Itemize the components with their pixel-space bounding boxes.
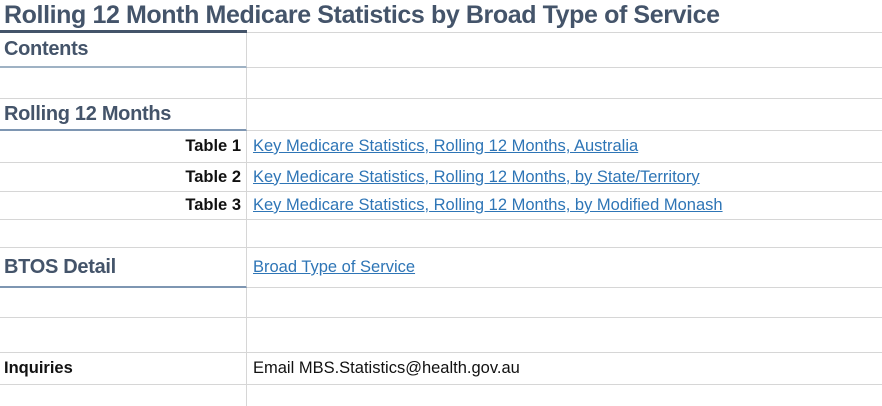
empty-cell — [247, 288, 882, 318]
table-2-link-cell: Key Medicare Statistics, Rolling 12 Mont… — [247, 163, 882, 192]
page-title: Rolling 12 Month Medicare Statistics by … — [4, 0, 720, 29]
empty-cell — [247, 68, 882, 99]
empty-cell — [247, 220, 882, 248]
empty-cell — [0, 288, 247, 318]
btos-detail-row: BTOS Detail Broad Type of Service — [0, 248, 882, 288]
empty-row — [0, 385, 882, 406]
table-row: Table 1 Key Medicare Statistics, Rolling… — [0, 131, 882, 163]
table-1-label-cell: Table 1 — [0, 131, 247, 163]
btos-detail-heading-cell: BTOS Detail — [0, 248, 247, 288]
inquiries-email-text: Email MBS.Statistics@health.gov.au — [253, 359, 520, 377]
contents-heading: Contents — [4, 38, 89, 60]
rolling-12-months-row: Rolling 12 Months — [0, 99, 882, 131]
rolling-12-months-heading-cell: Rolling 12 Months — [0, 99, 247, 131]
inquiries-label-cell: Inquiries — [0, 353, 247, 385]
empty-cell — [0, 220, 247, 248]
empty-cell — [247, 385, 882, 406]
table-row: Table 2 Key Medicare Statistics, Rolling… — [0, 163, 882, 192]
table-1-label: Table 1 — [185, 137, 241, 155]
title-row: Rolling 12 Month Medicare Statistics by … — [0, 0, 882, 33]
inquiries-row: Inquiries Email MBS.Statistics@health.go… — [0, 353, 882, 385]
inquiries-label: Inquiries — [4, 359, 73, 377]
inquiries-email-cell: Email MBS.Statistics@health.gov.au — [247, 353, 882, 385]
table-row: Table 3 Key Medicare Statistics, Rolling… — [0, 192, 882, 220]
table-2-label: Table 2 — [185, 167, 241, 186]
contents-row: Contents — [0, 33, 882, 68]
table-3-label: Table 3 — [185, 196, 241, 214]
rolling-12-months-heading: Rolling 12 Months — [4, 102, 172, 125]
table-3-link[interactable]: Key Medicare Statistics, Rolling 12 Mont… — [253, 196, 723, 214]
empty-row — [0, 318, 882, 353]
btos-detail-link[interactable]: Broad Type of Service — [253, 258, 416, 276]
empty-cell — [247, 318, 882, 353]
title-cell: Rolling 12 Month Medicare Statistics by … — [0, 0, 720, 33]
table-2-link[interactable]: Key Medicare Statistics, Rolling 12 Mont… — [253, 167, 700, 186]
btos-detail-heading: BTOS Detail — [4, 255, 116, 278]
btos-detail-link-cell: Broad Type of Service — [247, 248, 882, 288]
empty-cell — [0, 385, 247, 406]
empty-cell — [0, 68, 247, 99]
empty-row — [0, 220, 882, 248]
empty-row — [0, 288, 882, 318]
empty-cell — [247, 33, 882, 68]
empty-cell — [247, 0, 882, 33]
table-1-link-cell: Key Medicare Statistics, Rolling 12 Mont… — [247, 131, 882, 163]
table-1-link[interactable]: Key Medicare Statistics, Rolling 12 Mont… — [253, 137, 639, 155]
table-3-link-cell: Key Medicare Statistics, Rolling 12 Mont… — [247, 192, 882, 220]
table-3-label-cell: Table 3 — [0, 192, 247, 220]
empty-cell — [247, 99, 882, 131]
empty-cell — [0, 318, 247, 353]
empty-row — [0, 68, 882, 99]
contents-heading-cell: Contents — [0, 33, 247, 68]
table-2-label-cell: Table 2 — [0, 163, 247, 192]
